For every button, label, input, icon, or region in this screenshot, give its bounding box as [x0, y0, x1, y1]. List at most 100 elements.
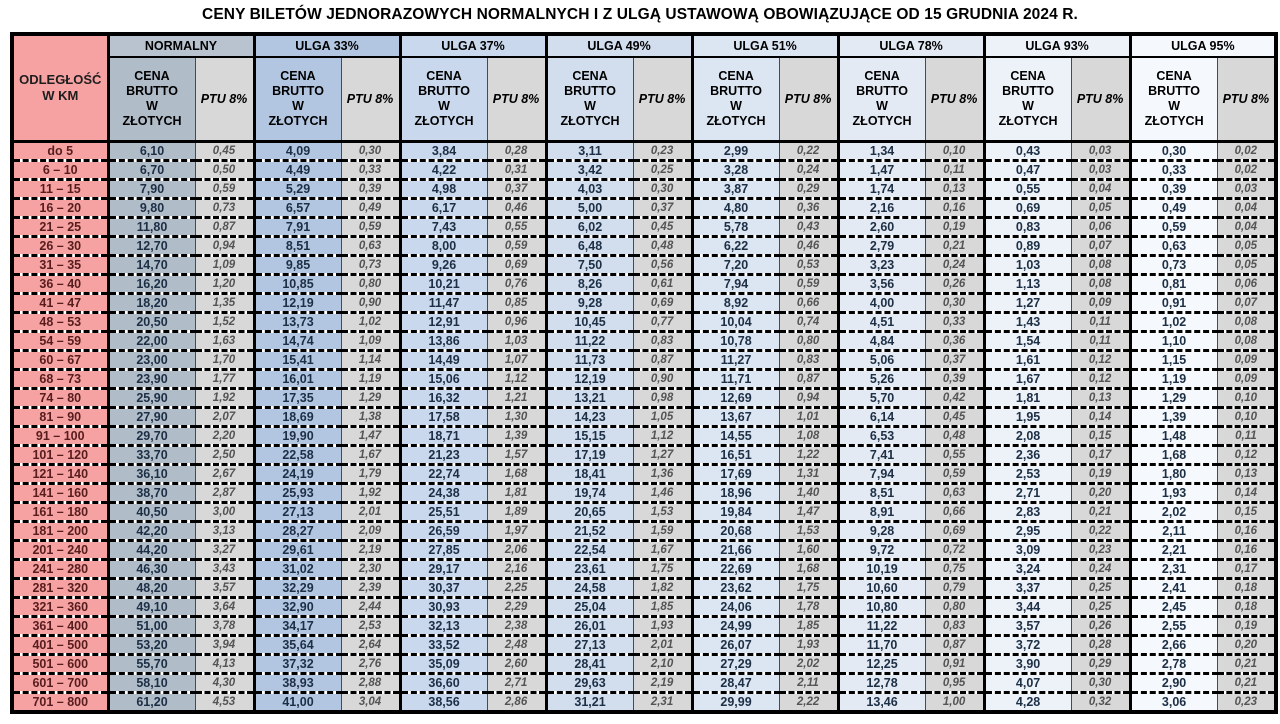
price-cell-normalny: 53,20 — [106, 635, 195, 656]
ptu-cell-ulga-37: 0,85 — [486, 293, 547, 314]
ptu-cell-normalny: 2,50 — [194, 445, 254, 466]
ptu-cell-ulga-93: 0,24 — [1070, 559, 1131, 580]
price-header-ulga-51: CENA BRUTTO W ZŁOTYCH — [690, 57, 780, 143]
ptu-cell-normalny: 1,35 — [194, 293, 254, 314]
price-header-ulga-37: CENA BRUTTO W ZŁOTYCH — [398, 57, 488, 143]
ptu-cell-ulga-93: 0,25 — [1070, 578, 1131, 599]
ptu-cell-ulga-95: 0,18 — [1216, 597, 1277, 618]
ptu-cell-ulga-95: 0,18 — [1216, 578, 1277, 599]
ptu-cell-ulga-49: 1,27 — [632, 445, 693, 466]
price-cell-ulga-33: 24,19 — [252, 464, 341, 485]
price-cell-ulga-33: 37,32 — [252, 654, 341, 675]
distance-cell: 201 – 240 — [12, 540, 108, 561]
table-row: 401 – 500 53,20 3,94 35,64 2,64 33,52 2,48 27,1… — [12, 635, 1277, 656]
price-cell-ulga-95: 2,55 — [1128, 616, 1218, 637]
price-cell-ulga-78: 1,47 — [836, 160, 926, 181]
price-cell-normalny: 14,70 — [106, 255, 195, 276]
table-row: 74 – 80 25,90 1,92 17,35 1,29 16,32 1,21 13,21 0… — [12, 388, 1277, 409]
price-cell-ulga-95: 1,93 — [1128, 483, 1218, 504]
price-cell-ulga-93: 1,95 — [982, 407, 1072, 428]
price-cell-ulga-93: 3,90 — [982, 654, 1072, 675]
ptu-cell-ulga-37: 1,39 — [486, 426, 547, 447]
ptu-cell-normalny: 4,13 — [194, 654, 254, 675]
group-header-row: ODLEGŁOŚĆ W KM NORMALNY ULGA 33% ULGA 37% U… — [12, 34, 1277, 143]
price-cell-normalny: 46,30 — [106, 559, 195, 580]
price-cell-ulga-93: 0,55 — [982, 179, 1072, 200]
price-cell-ulga-95: 0,91 — [1128, 293, 1218, 314]
ptu-cell-ulga-93: 0,21 — [1070, 502, 1131, 523]
ptu-cell-ulga-49: 2,31 — [632, 692, 693, 712]
price-cell-ulga-51: 12,69 — [690, 388, 780, 409]
price-cell-ulga-95: 2,90 — [1128, 673, 1218, 694]
ptu-cell-ulga-95: 0,07 — [1216, 293, 1277, 314]
price-cell-ulga-95: 1,48 — [1128, 426, 1218, 447]
ptu-cell-ulga-37: 1,97 — [486, 521, 547, 542]
ptu-cell-ulga-49: 0,61 — [632, 274, 693, 295]
ptu-cell-ulga-95: 0,05 — [1216, 236, 1277, 257]
price-cell-ulga-37: 13,86 — [398, 331, 488, 352]
ptu-cell-ulga-78: 0,21 — [924, 236, 985, 257]
price-cell-ulga-49: 31,21 — [544, 692, 634, 712]
price-cell-ulga-93: 1,13 — [982, 274, 1072, 295]
ptu-cell-ulga-51: 0,74 — [778, 312, 839, 333]
price-cell-normalny: 38,70 — [106, 483, 195, 504]
price-cell-ulga-51: 11,27 — [690, 350, 780, 371]
ptu-cell-normalny: 0,73 — [194, 198, 254, 219]
price-cell-ulga-93: 2,71 — [982, 483, 1072, 504]
price-cell-ulga-95: 0,59 — [1128, 217, 1218, 238]
price-cell-ulga-37: 32,13 — [398, 616, 488, 637]
price-cell-ulga-78: 10,80 — [836, 597, 926, 618]
ptu-cell-ulga-93: 0,11 — [1070, 331, 1131, 352]
price-cell-ulga-33: 4,09 — [252, 141, 341, 162]
ptu-cell-ulga-51: 1,53 — [778, 521, 839, 542]
distance-cell: 6 – 10 — [12, 160, 108, 181]
price-header-ulga-93: CENA BRUTTO W ZŁOTYCH — [982, 57, 1072, 143]
ptu-cell-ulga-37: 0,31 — [486, 160, 547, 181]
price-cell-ulga-49: 17,19 — [544, 445, 634, 466]
price-cell-ulga-33: 6,57 — [252, 198, 341, 219]
price-cell-ulga-95: 1,29 — [1128, 388, 1218, 409]
ptu-cell-ulga-33: 2,53 — [340, 616, 401, 637]
price-cell-ulga-93: 3,37 — [982, 578, 1072, 599]
price-cell-ulga-49: 9,28 — [544, 293, 634, 314]
ptu-cell-normalny: 1,92 — [194, 388, 254, 409]
ptu-header-normalny: PTU 8% — [194, 57, 254, 143]
ptu-cell-ulga-78: 0,63 — [924, 483, 985, 504]
ptu-cell-ulga-51: 1,01 — [778, 407, 839, 428]
ptu-cell-ulga-51: 0,36 — [778, 198, 839, 219]
price-cell-normalny: 7,90 — [106, 179, 195, 200]
ptu-cell-ulga-33: 2,39 — [340, 578, 401, 599]
ptu-cell-ulga-37: 2,60 — [486, 654, 547, 675]
price-cell-ulga-93: 2,83 — [982, 502, 1072, 523]
price-cell-ulga-78: 11,22 — [836, 616, 926, 637]
ptu-cell-normalny: 4,53 — [194, 692, 254, 712]
price-cell-ulga-95: 3,06 — [1128, 692, 1218, 712]
price-cell-ulga-51: 24,06 — [690, 597, 780, 618]
ptu-cell-ulga-93: 0,07 — [1070, 236, 1131, 257]
ptu-cell-ulga-33: 2,76 — [340, 654, 401, 675]
ptu-cell-normalny: 3,00 — [194, 502, 254, 523]
ptu-cell-ulga-33: 1,02 — [340, 312, 401, 333]
price-cell-ulga-93: 3,44 — [982, 597, 1072, 618]
ptu-cell-ulga-78: 0,83 — [924, 616, 985, 637]
ptu-cell-ulga-78: 0,69 — [924, 521, 985, 542]
price-cell-ulga-78: 4,51 — [836, 312, 926, 333]
price-cell-ulga-95: 0,33 — [1128, 160, 1218, 181]
ptu-cell-ulga-33: 1,47 — [340, 426, 401, 447]
price-cell-ulga-33: 32,90 — [252, 597, 341, 618]
price-cell-ulga-51: 27,29 — [690, 654, 780, 675]
table-row: 36 – 40 16,20 1,20 10,85 0,80 10,21 0,76 8,26 0,… — [12, 274, 1277, 295]
ptu-cell-ulga-49: 1,82 — [632, 578, 693, 599]
ptu-cell-ulga-37: 2,29 — [486, 597, 547, 618]
price-cell-normalny: 20,50 — [106, 312, 195, 333]
price-cell-ulga-78: 2,79 — [836, 236, 926, 257]
ptu-cell-ulga-33: 2,01 — [340, 502, 401, 523]
ptu-cell-normalny: 3,94 — [194, 635, 254, 656]
price-cell-ulga-51: 10,78 — [690, 331, 780, 352]
ptu-cell-ulga-37: 0,96 — [486, 312, 547, 333]
price-cell-ulga-37: 10,21 — [398, 274, 488, 295]
distance-cell: 281 – 320 — [12, 578, 108, 599]
price-cell-ulga-37: 30,37 — [398, 578, 488, 599]
price-cell-ulga-93: 0,47 — [982, 160, 1072, 181]
ptu-cell-ulga-95: 0,16 — [1216, 540, 1277, 561]
